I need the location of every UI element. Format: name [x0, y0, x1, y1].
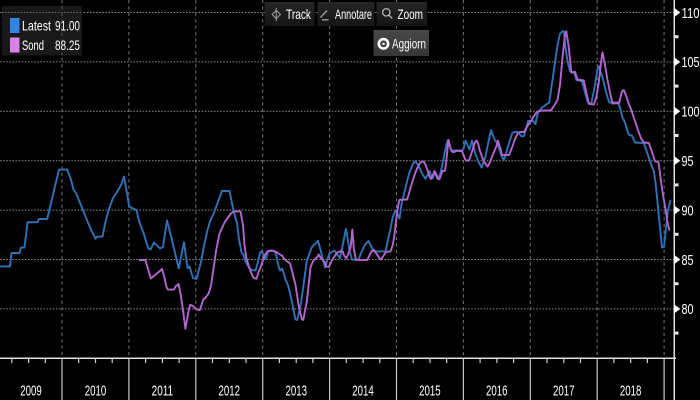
svg-text:Sond: Sond: [22, 37, 44, 53]
svg-text:2012: 2012: [219, 383, 241, 400]
svg-text:Track: Track: [286, 6, 312, 22]
svg-text:2009: 2009: [20, 383, 42, 400]
svg-text:90: 90: [682, 202, 694, 219]
svg-text:2013: 2013: [285, 383, 307, 400]
svg-text:100: 100: [682, 104, 700, 121]
svg-text:2014: 2014: [352, 383, 374, 400]
svg-text:91.00: 91.00: [55, 18, 80, 34]
svg-text:110: 110: [682, 5, 700, 22]
svg-text:Zoom: Zoom: [398, 6, 424, 22]
svg-text:2010: 2010: [85, 383, 107, 400]
svg-text:2017: 2017: [553, 383, 575, 400]
svg-text:95: 95: [682, 153, 694, 170]
svg-text:105: 105: [682, 54, 700, 71]
svg-text:2016: 2016: [486, 383, 508, 400]
svg-text:Annotare: Annotare: [335, 6, 372, 22]
svg-text:88.25: 88.25: [55, 37, 80, 53]
svg-text:2011: 2011: [152, 383, 174, 400]
svg-text:Aggiorn: Aggiorn: [392, 36, 426, 52]
svg-text:2015: 2015: [419, 383, 441, 400]
svg-text:Latest: Latest: [22, 18, 51, 34]
svg-text:80: 80: [682, 301, 694, 318]
svg-text:2018: 2018: [620, 383, 642, 400]
svg-text:85: 85: [682, 252, 694, 269]
